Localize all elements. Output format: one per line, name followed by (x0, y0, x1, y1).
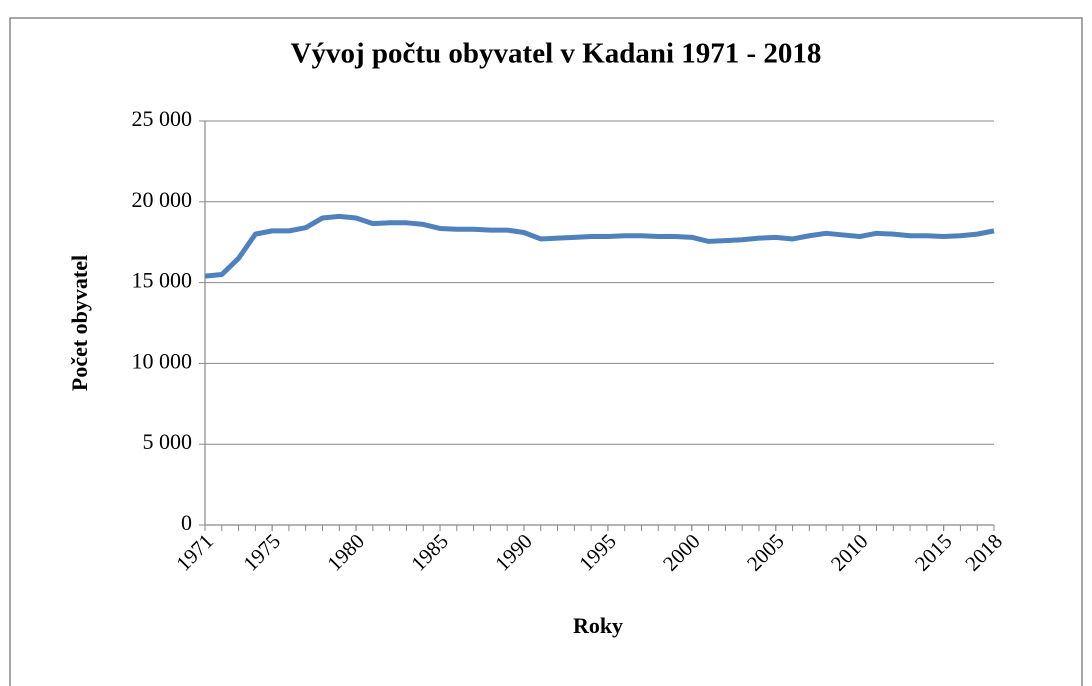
data-line (204, 213, 995, 279)
chart-border (9, 17, 1083, 686)
y-tick-label: 0 (181, 510, 192, 535)
y-tick-label: 15 000 (132, 268, 193, 293)
y-axis-label: Počet obyvatel (67, 255, 92, 391)
x-axis-label: Roky (573, 613, 623, 638)
y-tick-label: 5 000 (143, 429, 193, 454)
y-tick-label: 25 000 (132, 106, 193, 131)
y-tick-label: 10 000 (132, 348, 193, 373)
y-tick-label: 20 000 (132, 187, 193, 212)
chart-title: Vývoj počtu obyvatel v Kadani 1971 - 201… (291, 38, 822, 70)
